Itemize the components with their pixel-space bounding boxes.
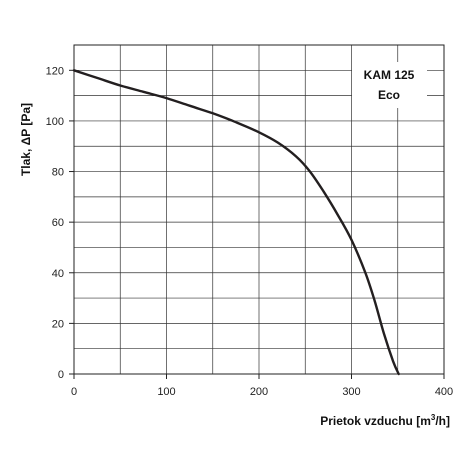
y-tick-label: 20 <box>52 318 64 330</box>
x-tick-label: 100 <box>157 386 175 398</box>
x-tick-label: 0 <box>71 386 77 398</box>
x-tick-label: 200 <box>250 386 268 398</box>
annotation-variant: Eco <box>378 88 400 102</box>
x-axis-label-sup: 3 <box>431 413 436 422</box>
y-tick-label: 120 <box>46 65 64 77</box>
series-line-kam125 <box>72 69 400 376</box>
annotation-background <box>352 62 427 108</box>
y-tick-label: 60 <box>52 217 64 229</box>
axis-ticks <box>69 69 445 379</box>
x-tick-label: 400 <box>435 386 453 398</box>
y-tick-labels: 0 20 40 60 80 100 120 <box>46 65 64 381</box>
x-tick-label: 300 <box>342 386 360 398</box>
x-axis-label-tail: /h] <box>435 414 450 428</box>
y-axis-label: Tlak, ΔP [Pa] <box>19 103 33 176</box>
grid-lines <box>74 45 444 374</box>
y-tick-label: 100 <box>46 116 64 128</box>
y-tick-label: 40 <box>52 268 64 280</box>
x-axis-label: Prietok vzduchu [m3/h] <box>320 413 450 428</box>
y-tick-label: 0 <box>58 369 64 381</box>
x-tick-labels: 0 100 200 300 400 <box>71 386 453 398</box>
y-tick-label: 80 <box>52 167 64 179</box>
annotation-model: KAM 125 <box>364 68 415 82</box>
model-annotation: KAM 125 Eco <box>352 62 427 108</box>
x-axis-label-main: Prietok vzduchu [m <box>320 414 431 428</box>
